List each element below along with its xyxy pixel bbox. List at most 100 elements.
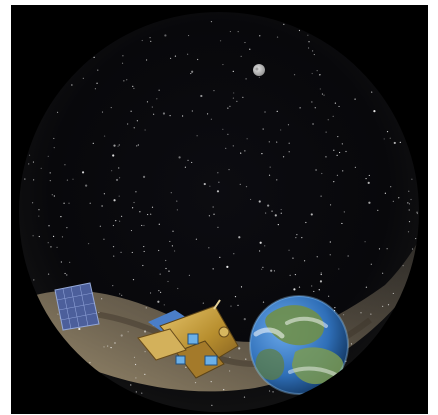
star bbox=[120, 334, 123, 337]
star bbox=[85, 184, 88, 187]
star bbox=[237, 30, 239, 33]
star bbox=[268, 174, 271, 176]
star bbox=[239, 183, 241, 185]
star bbox=[347, 255, 349, 257]
star bbox=[31, 202, 34, 204]
star bbox=[386, 248, 388, 250]
star bbox=[342, 170, 344, 172]
star bbox=[213, 90, 215, 92]
star bbox=[210, 118, 212, 120]
star bbox=[233, 253, 235, 255]
star bbox=[293, 74, 296, 76]
star bbox=[218, 181, 220, 183]
star bbox=[118, 195, 120, 197]
star bbox=[288, 249, 290, 251]
star bbox=[210, 21, 213, 23]
star bbox=[272, 391, 274, 393]
star bbox=[57, 313, 59, 315]
star bbox=[339, 151, 341, 154]
star bbox=[321, 93, 324, 95]
star bbox=[288, 142, 290, 144]
star bbox=[341, 222, 343, 225]
star bbox=[101, 111, 104, 113]
star bbox=[51, 194, 53, 196]
star bbox=[389, 137, 391, 139]
star bbox=[373, 110, 376, 113]
star bbox=[61, 236, 64, 238]
star bbox=[167, 280, 169, 283]
star bbox=[47, 273, 50, 275]
star bbox=[113, 255, 115, 257]
star bbox=[316, 256, 318, 258]
star bbox=[216, 190, 220, 193]
star bbox=[82, 77, 84, 79]
star bbox=[319, 88, 321, 90]
star bbox=[245, 78, 247, 80]
star bbox=[265, 212, 267, 214]
star bbox=[130, 110, 132, 112]
star bbox=[301, 237, 303, 239]
star bbox=[411, 248, 414, 250]
star bbox=[156, 98, 158, 100]
star bbox=[238, 347, 241, 350]
star bbox=[113, 144, 116, 147]
star bbox=[232, 97, 234, 99]
star bbox=[150, 213, 152, 215]
star bbox=[298, 29, 301, 32]
star bbox=[222, 128, 224, 130]
star bbox=[327, 119, 329, 121]
star bbox=[72, 178, 74, 180]
star bbox=[50, 246, 52, 248]
star bbox=[103, 193, 105, 195]
star bbox=[203, 182, 206, 186]
star bbox=[191, 70, 194, 73]
star bbox=[130, 229, 133, 232]
star bbox=[97, 69, 99, 71]
star bbox=[177, 287, 179, 290]
star bbox=[63, 202, 65, 204]
star bbox=[209, 185, 211, 187]
star bbox=[119, 220, 121, 222]
star bbox=[103, 135, 106, 137]
star bbox=[103, 238, 105, 240]
star bbox=[377, 209, 379, 211]
star bbox=[150, 40, 152, 42]
star bbox=[191, 110, 193, 112]
star bbox=[370, 263, 372, 265]
star bbox=[135, 377, 137, 379]
star bbox=[271, 210, 273, 212]
star bbox=[392, 292, 394, 295]
star bbox=[411, 178, 413, 180]
star bbox=[64, 272, 66, 275]
star bbox=[283, 23, 285, 25]
star bbox=[28, 163, 30, 165]
star bbox=[142, 175, 146, 178]
star bbox=[258, 76, 260, 78]
star bbox=[269, 166, 271, 168]
star bbox=[137, 144, 139, 146]
star bbox=[392, 200, 394, 202]
star bbox=[227, 107, 229, 109]
star bbox=[187, 34, 190, 37]
star bbox=[407, 202, 409, 204]
star bbox=[408, 203, 411, 205]
star bbox=[48, 225, 50, 227]
star bbox=[229, 105, 231, 107]
star bbox=[143, 250, 145, 253]
star bbox=[112, 224, 114, 227]
star bbox=[68, 202, 70, 204]
star bbox=[249, 198, 252, 201]
star bbox=[96, 82, 98, 84]
star bbox=[325, 156, 327, 158]
star bbox=[229, 356, 231, 358]
star bbox=[365, 286, 367, 288]
star bbox=[415, 237, 417, 240]
star bbox=[53, 137, 55, 140]
star bbox=[246, 138, 248, 140]
star bbox=[168, 270, 170, 272]
star bbox=[342, 314, 345, 316]
star bbox=[178, 156, 181, 159]
star bbox=[398, 197, 400, 199]
star bbox=[92, 142, 94, 144]
star bbox=[228, 169, 230, 171]
